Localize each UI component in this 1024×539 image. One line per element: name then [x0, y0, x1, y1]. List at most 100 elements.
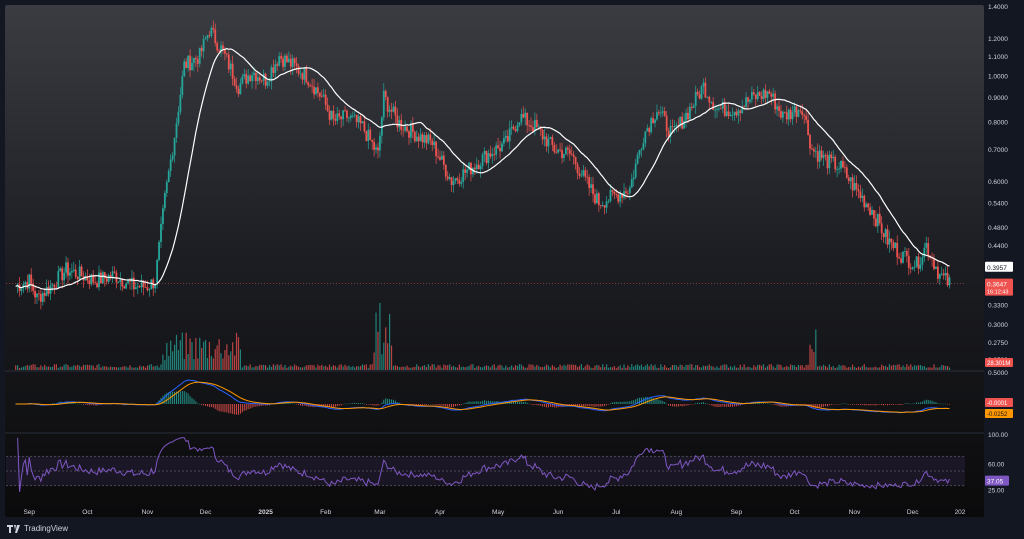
- macd-histogram-bar: [441, 404, 443, 406]
- candle-body: [146, 287, 149, 291]
- volume-bar: [142, 365, 145, 370]
- candle-body: [849, 177, 852, 182]
- volume-bar: [232, 342, 234, 370]
- candle-body: [594, 194, 596, 204]
- macd-histogram-bar: [726, 404, 728, 407]
- macd-histogram-bar: [162, 395, 164, 404]
- rsi-pane[interactable]: 100.00 60.00 37.05 25.00: [5, 432, 1009, 495]
- macd-histogram-bar: [90, 404, 92, 405]
- macd-histogram-bar: [294, 403, 296, 405]
- candle-body: [460, 181, 463, 184]
- price-axis-tick: 0.2750: [988, 340, 1008, 347]
- volume-bar: [487, 365, 490, 370]
- volume-bar: [383, 342, 385, 370]
- macd-histogram-bar: [98, 404, 100, 405]
- macd-histogram-bar: [621, 401, 623, 404]
- price-axis-tick: 0.5400: [988, 201, 1008, 208]
- candle-body: [307, 82, 310, 86]
- macd-histogram-bar: [761, 403, 763, 404]
- volume-bar: [933, 364, 935, 370]
- volume-bar: [133, 367, 135, 370]
- volume-bar: [863, 364, 865, 370]
- macd-histogram-bar: [797, 404, 799, 405]
- time-axis-tick: May: [492, 509, 505, 516]
- candle-body: [191, 62, 193, 71]
- macd-histogram-bar: [821, 404, 823, 408]
- macd-histogram-bar: [431, 404, 433, 405]
- macd-histogram-bar: [325, 404, 327, 407]
- macd-histogram-bar: [453, 404, 455, 407]
- macd-histogram-bar: [834, 404, 836, 405]
- volume-bar: [402, 366, 404, 370]
- candle-body: [255, 72, 257, 82]
- tradingview-brand[interactable]: TradingView: [7, 524, 68, 533]
- volume-bar: [104, 366, 106, 370]
- candle-body: [222, 45, 224, 49]
- macd-histogram-bar: [921, 401, 923, 404]
- volume-bar: [948, 367, 951, 370]
- candle-body: [743, 106, 746, 108]
- macd-histogram-bar: [435, 404, 437, 406]
- candle-body: [776, 106, 778, 110]
- volume-bar: [367, 367, 369, 370]
- volume-bar: [220, 353, 222, 370]
- volume-bar: [607, 367, 610, 370]
- volume-bar: [635, 365, 637, 370]
- candle-body: [41, 293, 44, 302]
- macd-histogram-bar: [218, 404, 220, 412]
- macd-pane[interactable]: 0.5000 -0.0001 -0.0252: [5, 370, 1013, 418]
- macd-histogram-bar: [916, 402, 918, 404]
- macd-histogram-bar: [704, 403, 706, 404]
- candle-body: [340, 116, 343, 120]
- volume-bar: [423, 365, 426, 370]
- macd-histogram-bar: [445, 404, 447, 407]
- volume-bar: [67, 364, 69, 370]
- volume-bar: [290, 365, 292, 370]
- price-axis-tick: 0.3000: [988, 322, 1008, 329]
- macd-histogram-bar: [594, 404, 596, 407]
- time-axis-tick: Dec: [200, 509, 212, 516]
- volume-bar: [505, 365, 507, 370]
- macd-histogram-bar: [854, 404, 856, 405]
- signal-value: -0.0252: [987, 412, 1008, 418]
- macd-histogram-bar: [825, 404, 827, 407]
- candle-body: [723, 101, 726, 116]
- volume-bar: [855, 367, 858, 370]
- candle-body: [258, 77, 261, 81]
- candle-body: [433, 141, 436, 145]
- macd-histogram-bar: [702, 402, 704, 404]
- macd-histogram-bar: [933, 401, 935, 404]
- volume-bar: [511, 365, 513, 370]
- axes: 0.25300.27500.30000.33000.44000.48000.54…: [23, 4, 1008, 516]
- candle-body: [532, 127, 534, 132]
- candle-body: [814, 151, 817, 153]
- macd-histogram-bar: [687, 404, 689, 406]
- volume-bar: [480, 367, 482, 370]
- volume-bar: [514, 365, 517, 370]
- macd-histogram-bar: [856, 404, 858, 405]
- volume-bar: [613, 365, 615, 370]
- macd-histogram-bar: [575, 404, 577, 406]
- candle-body: [127, 279, 129, 284]
- macd-histogram-bar: [73, 402, 75, 404]
- macd-histogram-bar: [823, 404, 825, 407]
- candle-body: [940, 273, 943, 275]
- macd-histogram-bar: [164, 394, 166, 404]
- volume-bar: [772, 366, 774, 370]
- macd-histogram-bar: [577, 404, 579, 407]
- volume-bar: [726, 364, 728, 370]
- volume-bar: [788, 366, 790, 370]
- macd-histogram-bar: [863, 404, 865, 406]
- macd-histogram-bar: [228, 404, 230, 414]
- volume-bar: [729, 366, 732, 370]
- ma-price-tag: [985, 261, 1013, 272]
- volume-bar: [877, 367, 879, 370]
- macd-histogram-bar: [255, 404, 257, 407]
- volume-bar: [323, 366, 325, 370]
- volume-bar: [92, 365, 94, 370]
- candle-body: [231, 63, 234, 79]
- volume-bar: [216, 345, 218, 370]
- volume-bar: [69, 367, 71, 370]
- price-pane[interactable]: [6, 20, 965, 310]
